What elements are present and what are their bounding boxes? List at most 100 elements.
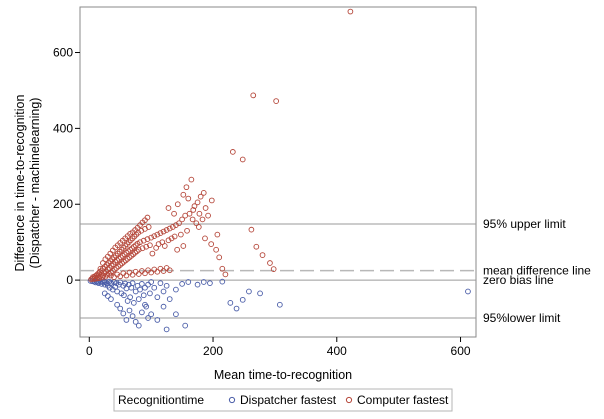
point-computer xyxy=(183,184,190,191)
point-dispatcher xyxy=(182,322,189,329)
point-computer xyxy=(250,92,257,99)
point-dispatcher xyxy=(185,279,192,285)
point-computer xyxy=(180,243,187,249)
y-tick-label: 400 xyxy=(53,121,73,135)
point-dispatcher xyxy=(140,292,147,299)
point-dispatcher xyxy=(207,280,213,286)
y-axis-title-line2: (Dispatcher - machinelearning) xyxy=(28,98,42,269)
point-computer xyxy=(163,227,170,233)
point-computer xyxy=(148,234,155,241)
point-dispatcher xyxy=(179,281,185,287)
point-computer xyxy=(124,241,130,247)
point-dispatcher xyxy=(147,290,153,297)
point-dispatcher xyxy=(233,305,240,312)
point-computer xyxy=(222,271,229,278)
point-computer xyxy=(129,235,136,242)
point-computer xyxy=(174,201,181,208)
legend-marker-computer xyxy=(345,396,353,404)
point-dispatcher xyxy=(154,317,161,323)
point-dispatcher xyxy=(142,284,148,291)
point-computer xyxy=(154,268,161,275)
ref-label-95-upper-limit: 95% upper limit xyxy=(483,217,566,231)
point-dispatcher xyxy=(108,296,114,302)
point-computer xyxy=(149,250,156,257)
point-computer xyxy=(165,205,172,211)
point-computer xyxy=(143,243,150,250)
point-computer xyxy=(139,245,146,252)
point-computer xyxy=(122,243,129,249)
point-computer xyxy=(214,231,221,238)
point-computer xyxy=(253,243,260,250)
point-dispatcher xyxy=(114,301,120,308)
x-axis-title: Mean time-to-recognition xyxy=(214,368,352,382)
point-dispatcher xyxy=(132,318,139,325)
legend-label-computer: Computer fastest xyxy=(357,393,449,407)
point-computer xyxy=(208,241,215,247)
point-computer xyxy=(117,273,124,280)
point-computer xyxy=(151,233,158,239)
x-tick-label: 0 xyxy=(86,344,93,358)
point-computer xyxy=(116,248,123,255)
point-dispatcher xyxy=(137,286,143,293)
point-computer xyxy=(144,214,151,221)
point-computer xyxy=(126,239,132,246)
point-dispatcher xyxy=(148,311,155,318)
y-axis-title-line1: Difference in time-to-recognition xyxy=(13,94,27,271)
point-dispatcher xyxy=(163,282,170,289)
point-computer xyxy=(239,156,246,163)
point-computer xyxy=(189,216,196,223)
point-computer xyxy=(148,269,155,276)
point-computer xyxy=(142,270,148,277)
legend-box xyxy=(113,388,453,412)
point-computer xyxy=(270,266,277,272)
point-computer xyxy=(195,224,202,230)
point-computer xyxy=(135,271,142,277)
point-dispatcher xyxy=(135,296,142,302)
point-computer xyxy=(216,254,223,261)
point-computer xyxy=(154,231,161,238)
point-computer xyxy=(140,237,147,244)
plot-frame xyxy=(79,6,477,338)
legend-title: Recognitiontime xyxy=(118,393,204,407)
point-computer xyxy=(123,272,130,279)
point-computer xyxy=(190,207,197,213)
point-computer xyxy=(114,250,121,257)
point-dispatcher xyxy=(135,322,142,329)
point-computer xyxy=(157,230,164,236)
point-dispatcher xyxy=(219,278,226,285)
point-dispatcher xyxy=(123,317,130,323)
legend: Recognitiontime Dispatcher fastest Compu… xyxy=(113,388,453,412)
point-computer xyxy=(129,271,136,278)
point-computer xyxy=(188,176,195,183)
point-computer xyxy=(196,210,203,217)
legend-label-dispatcher: Dispatcher fastest xyxy=(240,393,337,407)
point-dispatcher xyxy=(157,280,164,286)
point-computer xyxy=(137,239,143,246)
point-dispatcher xyxy=(117,305,124,312)
point-computer xyxy=(179,216,185,223)
point-dispatcher xyxy=(173,286,179,293)
point-computer xyxy=(180,191,187,198)
point-computer xyxy=(185,195,192,202)
point-dispatcher xyxy=(194,281,201,288)
point-computer xyxy=(219,265,226,272)
x-tick-label: 200 xyxy=(203,344,223,358)
point-computer xyxy=(161,243,168,249)
point-computer xyxy=(120,245,127,251)
point-computer xyxy=(202,205,209,211)
point-computer xyxy=(184,227,190,234)
point-computer xyxy=(160,268,167,274)
point-computer xyxy=(248,226,255,233)
point-dispatcher xyxy=(120,310,127,317)
point-computer xyxy=(135,246,142,253)
point-dispatcher xyxy=(465,288,471,295)
point-computer xyxy=(127,237,134,244)
point-computer xyxy=(166,267,173,274)
point-computer xyxy=(160,228,167,235)
y-tick-label: 200 xyxy=(53,197,73,211)
point-dispatcher xyxy=(173,311,179,318)
point-computer xyxy=(197,193,204,200)
point-computer xyxy=(205,212,211,219)
